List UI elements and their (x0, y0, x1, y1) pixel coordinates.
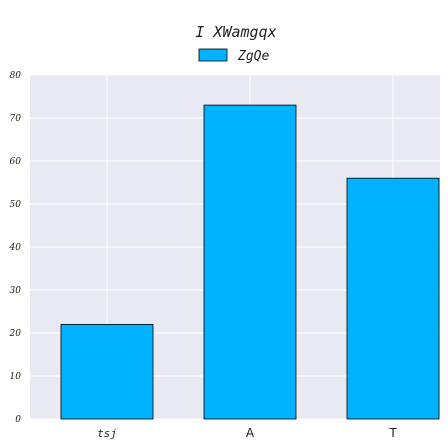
x-tick-label-t: T (388, 426, 397, 440)
y-tick-label-5: 50 (10, 200, 22, 210)
x-axis-ticks: tsj A T (97, 426, 397, 440)
bars (60, 104, 440, 420)
chart-title: I XWamgqx (195, 23, 276, 41)
y-tick-label-0: 0 (15, 415, 21, 425)
bar-tsj (60, 323, 154, 420)
y-tick-label-8: 80 (10, 71, 22, 81)
y-tick-label-7: 70 (10, 114, 22, 124)
x-tick-label-tsj: tsj (97, 427, 117, 440)
y-tick-label-1: 10 (10, 372, 22, 382)
bar-a (203, 104, 297, 420)
y-tick-label-3: 30 (10, 286, 22, 296)
bar-t (346, 177, 440, 420)
y-tick-label-4: 40 (9, 243, 22, 253)
legend-label-zgqe: ZgQe (237, 49, 269, 64)
y-axis-ticks: 0 10 20 30 40 50 60 70 80 (9, 71, 22, 425)
y-tick-label-6: 60 (10, 157, 22, 167)
x-tick-label-a: A (246, 426, 255, 440)
legend-swatch-zgqe (198, 48, 228, 62)
legend: ZgQe (198, 48, 269, 64)
y-tick-label-2: 20 (9, 329, 22, 339)
